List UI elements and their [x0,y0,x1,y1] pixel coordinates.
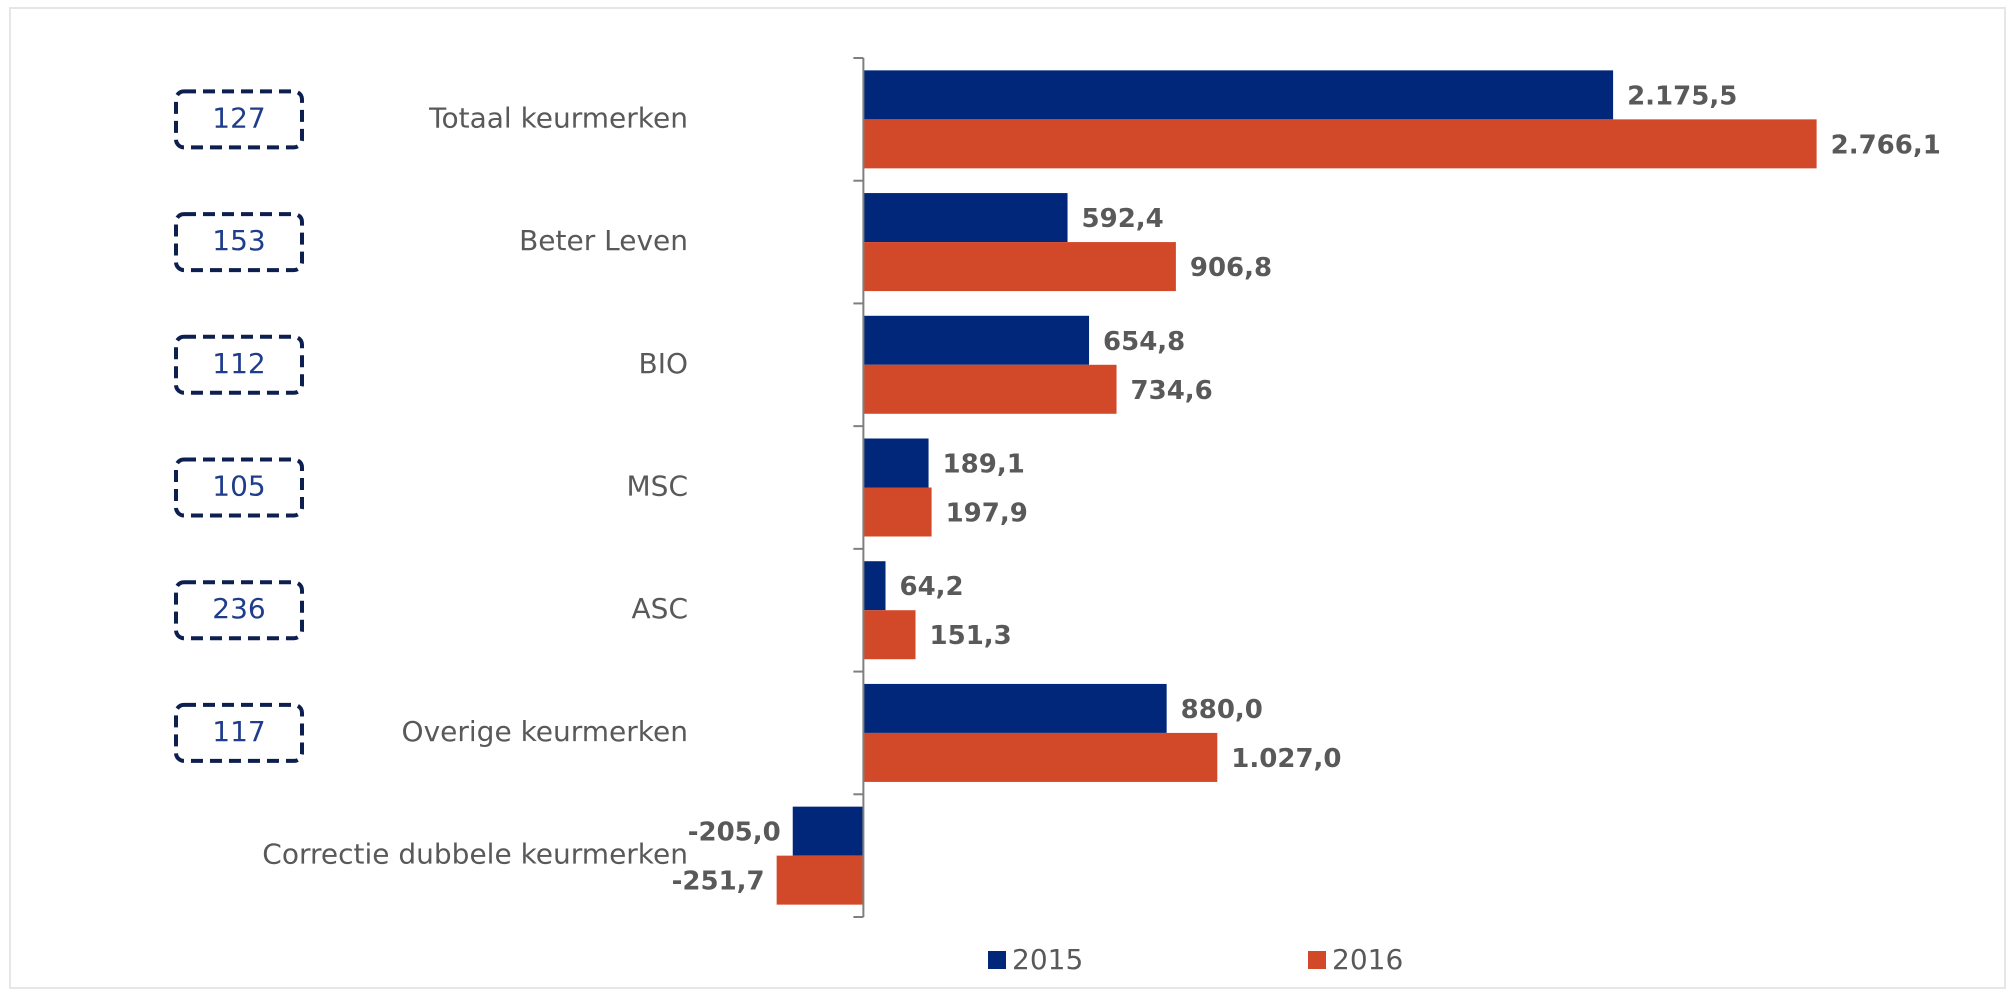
bar [776,855,864,905]
value-label: 906,8 [1190,253,1272,283]
bar [863,315,1090,365]
value-label: 592,4 [1082,204,1164,234]
badge-label: 112 [212,347,265,380]
bar [863,119,1817,169]
bar [863,732,1218,782]
value-label: 197,9 [946,499,1028,529]
value-label: 734,6 [1131,376,1213,406]
badge-box [174,212,304,273]
badge-label: 127 [212,101,265,134]
badge-box [174,580,304,641]
value-label: -205,0 [688,818,781,848]
category-label: MSC [627,470,688,503]
badge-label: 236 [212,592,265,625]
bar [863,610,916,660]
value-label: 189,1 [943,450,1025,480]
value-label: 2.766,1 [1831,130,1941,160]
category-label: Overige keurmerken [402,715,688,748]
legend-label: 2016 [1332,943,1403,976]
bar [863,70,1614,120]
value-label: 1.027,0 [1231,744,1341,774]
badge-label: 105 [212,470,265,503]
frame [9,7,2006,989]
bar [863,683,1167,733]
value-label: 654,8 [1103,327,1185,357]
badge-box [174,89,304,150]
bar [863,364,1117,414]
value-label: 151,3 [930,621,1012,651]
category-label: ASC [632,592,688,625]
category-label: Correctie dubbele keurmerken [262,838,688,871]
value-label: 2.175,5 [1627,81,1737,111]
badge-box [174,702,304,763]
category-label: BIO [638,347,688,380]
value-label: -251,7 [672,867,765,897]
legend-swatch [988,951,1006,969]
bar [863,193,1068,243]
category-label: Beter Leven [519,224,688,257]
badge-label: 153 [212,224,265,257]
bar [792,806,864,856]
category-label: Totaal keurmerken [428,101,688,134]
badge-label: 117 [212,715,265,748]
badge-box [174,334,304,395]
legend-swatch [1308,951,1326,969]
value-label: 880,0 [1181,695,1263,725]
bar [863,438,929,488]
value-label: 64,2 [900,572,964,602]
bar [863,487,932,537]
legend-label: 2015 [1012,943,1083,976]
bar [863,242,1176,292]
bar [863,561,886,611]
badge-box [174,457,304,518]
